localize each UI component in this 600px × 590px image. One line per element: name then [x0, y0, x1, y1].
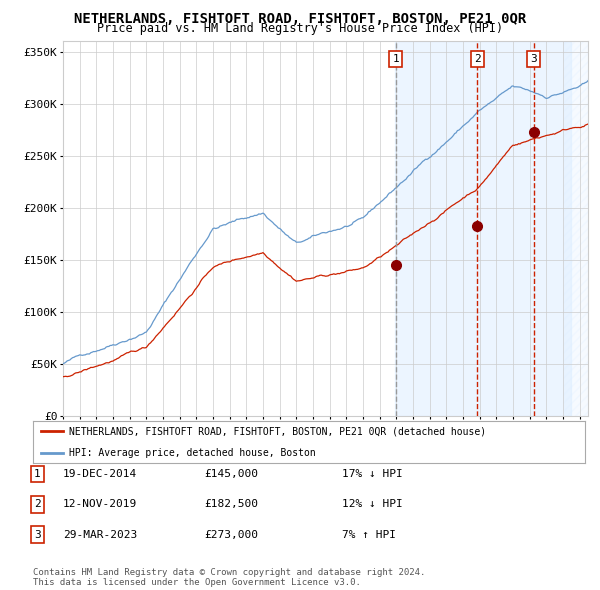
- Text: £182,500: £182,500: [204, 500, 258, 509]
- Text: £145,000: £145,000: [204, 470, 258, 479]
- Text: 12-NOV-2019: 12-NOV-2019: [63, 500, 137, 509]
- Text: 7% ↑ HPI: 7% ↑ HPI: [342, 530, 396, 539]
- Text: 2: 2: [34, 500, 41, 509]
- Text: HPI: Average price, detached house, Boston: HPI: Average price, detached house, Bost…: [69, 448, 316, 457]
- Text: 17% ↓ HPI: 17% ↓ HPI: [342, 470, 403, 479]
- Text: Price paid vs. HM Land Registry's House Price Index (HPI): Price paid vs. HM Land Registry's House …: [97, 22, 503, 35]
- Bar: [395, 41, 571, 416]
- Bar: [563, 41, 588, 416]
- Text: 3: 3: [530, 54, 537, 64]
- Text: NETHERLANDS, FISHTOFT ROAD, FISHTOFT, BOSTON, PE21 0QR (detached house): NETHERLANDS, FISHTOFT ROAD, FISHTOFT, BO…: [69, 427, 486, 436]
- Text: 2: 2: [474, 54, 481, 64]
- Text: Contains HM Land Registry data © Crown copyright and database right 2024.
This d: Contains HM Land Registry data © Crown c…: [33, 568, 425, 587]
- Text: 1: 1: [392, 54, 399, 64]
- Text: 1: 1: [34, 470, 41, 479]
- Text: 12% ↓ HPI: 12% ↓ HPI: [342, 500, 403, 509]
- Text: £273,000: £273,000: [204, 530, 258, 539]
- Text: NETHERLANDS, FISHTOFT ROAD, FISHTOFT, BOSTON, PE21 0QR: NETHERLANDS, FISHTOFT ROAD, FISHTOFT, BO…: [74, 12, 526, 26]
- Text: 19-DEC-2014: 19-DEC-2014: [63, 470, 137, 479]
- Text: 29-MAR-2023: 29-MAR-2023: [63, 530, 137, 539]
- Text: 3: 3: [34, 530, 41, 539]
